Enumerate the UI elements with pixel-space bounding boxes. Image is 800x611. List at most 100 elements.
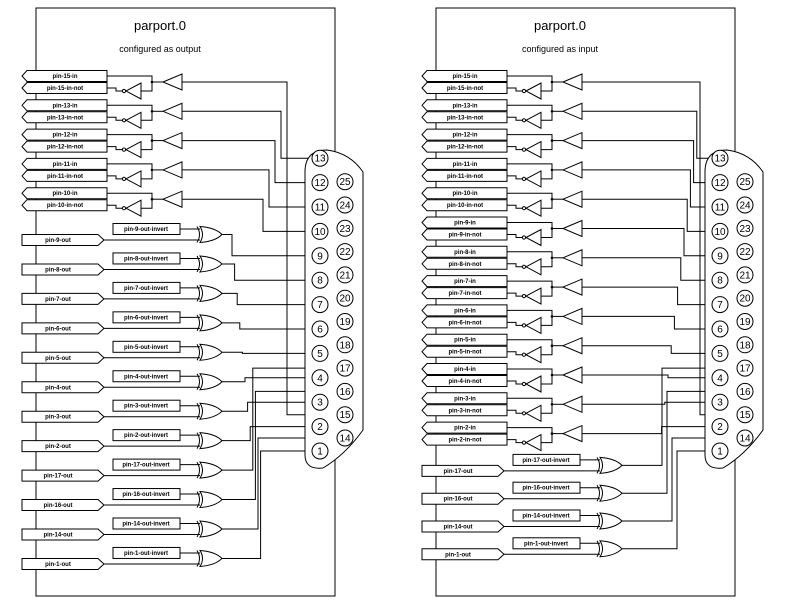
connector-pin-19: 19: [336, 313, 354, 330]
panel-title: parport.0: [534, 18, 586, 33]
pin-circle: [711, 247, 729, 265]
pin-number: 8: [717, 276, 723, 287]
inverter-bubble-icon: [521, 264, 527, 269]
wire: [107, 192, 153, 200]
pin-circle: [336, 359, 354, 377]
panel-title: parport.0: [134, 18, 186, 33]
pin-out-label-box: [21, 234, 105, 246]
connector-pin-5: 5: [311, 344, 329, 362]
pin-out-label: pin-7-out: [45, 297, 71, 303]
pin-number: 18: [739, 340, 751, 351]
connector-pin-6: 6: [711, 320, 729, 338]
pin-out-label-box: [21, 410, 105, 423]
pin-out-label: pin-8-out: [45, 267, 71, 273]
pin-in-not-label: pin-15-in-not: [47, 86, 83, 92]
xor-gate-back-icon: [196, 373, 200, 391]
wire: [507, 380, 522, 385]
xor-gate-back-icon: [196, 491, 200, 508]
wire: [507, 397, 553, 405]
pin-out-label: pin-14-out: [444, 525, 473, 531]
pin-circle: [336, 289, 354, 307]
connector-pin-17: 17: [736, 359, 754, 377]
wire-to-pin-16: [222, 390, 337, 501]
input-signal-pin-13: pin-13-in pin-13-in-not: [421, 99, 712, 159]
inverter-bubble-icon: [121, 206, 127, 211]
output-signal-pin-6: pin-6-out pin-6-out-invert: [21, 311, 312, 335]
wire-to-pin-1: [622, 450, 712, 550]
connector-pin-21: 21: [736, 266, 754, 284]
xor-gate-back-icon: [596, 457, 600, 474]
pin-out-invert-label: pin-1-out-invert: [124, 551, 168, 557]
wire: [507, 146, 522, 151]
wire: [541, 169, 553, 180]
pin-number: 12: [714, 178, 726, 189]
inverter-icon: [524, 199, 542, 218]
inverter-icon: [524, 433, 542, 452]
pin-circle: [711, 149, 729, 167]
pin-in-label: pin-6-in: [454, 308, 476, 314]
pin-out-invert-label: pin-8-out-invert: [124, 256, 168, 262]
pin-circle: [736, 243, 754, 261]
pin-out-label: pin-1-out: [45, 562, 71, 568]
pin-number: 7: [317, 300, 323, 311]
xor-gate-icon: [199, 255, 223, 273]
pin-out-label: pin-17-out: [444, 469, 473, 475]
wire-to-pin-5: [222, 351, 312, 354]
pin-in-not-label: pin-5-in-not: [449, 350, 482, 356]
pin-circle: [311, 247, 329, 265]
wire: [507, 163, 553, 170]
pin-in-not-label: pin-13-in-not: [447, 115, 483, 121]
pin-circle: [711, 198, 729, 216]
pin-circle: [711, 222, 729, 240]
connector-pin-5: 5: [711, 344, 729, 362]
pin-out-label-box: [21, 322, 105, 335]
pin-number: 3: [317, 398, 323, 409]
pin-number: 11: [315, 203, 326, 214]
wire: [541, 375, 553, 385]
pin-circle: [336, 382, 354, 400]
pin-out-label: pin-14-out: [44, 533, 73, 539]
connector-pin-3: 3: [711, 393, 729, 411]
pin-circle: [736, 313, 754, 330]
pin-out-label: pin-16-out: [444, 497, 473, 503]
connector-pin-21: 21: [336, 266, 354, 284]
pin-number: 4: [717, 373, 723, 384]
inverter-bubble-icon: [521, 352, 527, 357]
pin-in-not-label: pin-10-in-not: [47, 203, 83, 209]
pin-in-label: pin-12-in: [453, 133, 478, 139]
wire: [541, 228, 553, 238]
pin-number: 10: [314, 227, 326, 238]
connector-pin-12: 12: [311, 174, 329, 192]
buffer-icon: [561, 395, 583, 414]
pin-circle: [336, 406, 354, 424]
wire: [541, 316, 553, 326]
pin-circle: [336, 173, 354, 191]
output-signal-pin-8: pin-8-out pin-8-out-invert: [21, 252, 312, 281]
pin-number: 21: [739, 270, 751, 281]
pin-in-not-label: pin-12-in-not: [47, 145, 83, 151]
buffer-icon: [561, 161, 583, 179]
pin-out-label: pin-16-out: [44, 503, 73, 509]
connector-pin-14: 14: [736, 429, 754, 447]
connector-pin-7: 7: [311, 296, 329, 314]
inverter-bubble-icon: [121, 147, 127, 152]
connector-pin-1: 1: [711, 442, 729, 460]
pin-number: 5: [717, 349, 723, 360]
xor-gate-back-icon: [196, 285, 200, 302]
wire: [541, 404, 553, 414]
pin-number: 1: [317, 447, 323, 458]
connector-pin-2: 2: [711, 418, 729, 436]
connector-pin-20: 20: [336, 289, 354, 307]
input-signal-pin-12: pin-12-in pin-12-in-not: [21, 128, 312, 184]
pin-number: 23: [739, 224, 751, 235]
wire-to-pin-13: [582, 110, 712, 159]
pin-out-label-box: [21, 528, 105, 541]
wire: [507, 204, 522, 209]
wire-to-pin-11: [582, 169, 712, 208]
pin-circle: [736, 266, 754, 284]
wire-to-pin-6: [582, 315, 712, 330]
pin-in-label: pin-3-in: [454, 396, 476, 402]
wire: [141, 199, 153, 209]
inverter-icon: [524, 345, 542, 364]
